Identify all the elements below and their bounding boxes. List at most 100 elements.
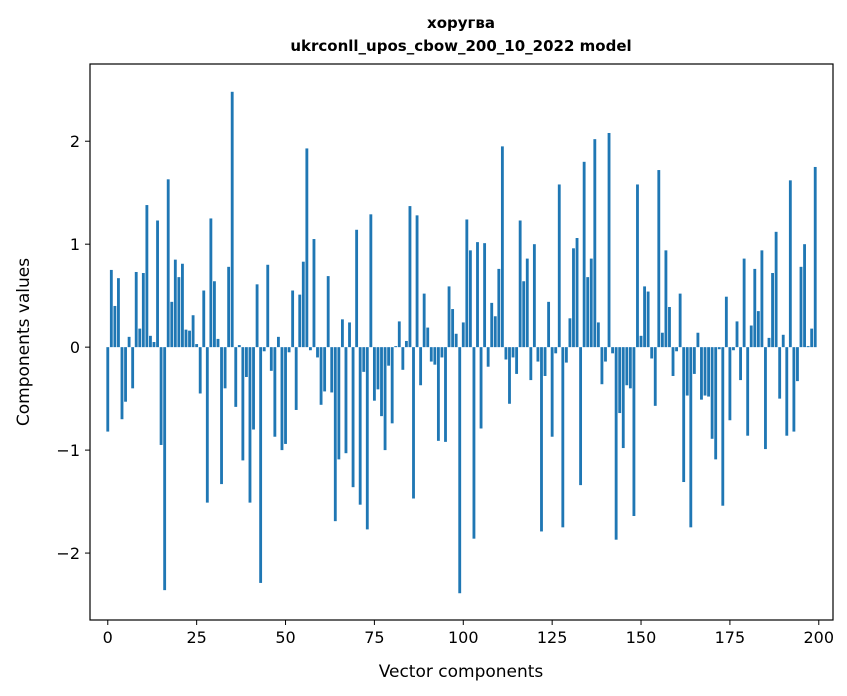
bar-186 [767, 337, 771, 348]
bar-116 [518, 220, 522, 348]
bar-124 [547, 301, 551, 348]
bar-125 [550, 347, 554, 437]
bar-142 [611, 347, 615, 354]
bar-24 [191, 315, 195, 348]
bar-38 [241, 347, 245, 461]
bar-13 [152, 342, 156, 348]
bar-157 [664, 250, 668, 348]
bar-48 [276, 336, 280, 348]
y-tick-label: −2 [56, 544, 80, 563]
bar-146 [625, 347, 629, 386]
bar-51 [287, 347, 291, 353]
bar-15 [159, 347, 163, 445]
x-axis-label: Vector components [379, 662, 544, 682]
bar-94 [440, 347, 444, 358]
bar-88 [419, 347, 423, 386]
bar-23 [188, 330, 191, 348]
bar-153 [650, 347, 654, 359]
bar-137 [593, 139, 597, 348]
bar-117 [522, 281, 526, 348]
bar-71 [358, 347, 362, 505]
bar-28 [205, 347, 209, 503]
bar-64 [333, 347, 337, 522]
bar-176 [732, 347, 735, 351]
y-tick-label: 0 [70, 338, 80, 357]
bar-179 [742, 258, 746, 348]
bar-65 [337, 347, 341, 460]
bar-21 [181, 263, 184, 348]
bar-3 [117, 278, 120, 348]
x-tick-label: 200 [804, 628, 835, 647]
bar-59 [316, 347, 319, 358]
bar-83 [401, 347, 405, 370]
bar-194 [796, 347, 799, 382]
bar-143 [614, 347, 618, 540]
bar-45 [266, 264, 270, 348]
bar-144 [618, 347, 622, 414]
bar-66 [340, 319, 344, 348]
bar-181 [749, 325, 753, 348]
bar-106 [483, 243, 487, 348]
bar-93 [436, 347, 440, 441]
bar-26 [198, 347, 202, 394]
bar-113 [508, 347, 511, 404]
bar-198 [810, 328, 814, 348]
bar-10 [141, 273, 145, 348]
bar-4 [120, 347, 124, 420]
y-tick-label: 2 [70, 132, 80, 151]
bar-54 [298, 294, 302, 348]
bar-188 [774, 231, 778, 348]
bar-131 [572, 248, 575, 348]
bar-195 [799, 266, 803, 348]
bar-177 [735, 321, 739, 348]
bar-133 [579, 347, 583, 486]
bar-119 [529, 347, 533, 381]
bar-190 [781, 334, 785, 348]
bar-90 [426, 327, 430, 348]
bar-199 [813, 166, 817, 348]
bar-49 [280, 347, 284, 451]
bar-107 [486, 347, 490, 367]
bar-39 [244, 347, 248, 378]
bar-132 [575, 238, 579, 348]
bar-50 [284, 347, 287, 444]
bar-30 [213, 281, 216, 348]
bar-37 [237, 345, 241, 348]
bar-76 [376, 347, 380, 390]
bar-33 [223, 347, 227, 389]
bar-171 [714, 347, 718, 460]
bar-20 [177, 277, 181, 348]
bar-52 [291, 290, 295, 348]
bar-163 [685, 347, 689, 396]
bar-147 [628, 347, 632, 389]
x-tick-label: 0 [103, 628, 113, 647]
bar-27 [202, 290, 206, 348]
bar-5 [124, 347, 127, 402]
chart-title: хоругва ukrconll_upos_cbow_200_10_2022 m… [290, 14, 631, 55]
bar-162 [682, 347, 686, 483]
bar-129 [564, 347, 568, 363]
bars-group [106, 91, 817, 594]
bar-103 [472, 347, 476, 539]
bar-57 [308, 347, 312, 351]
bar-6 [127, 336, 131, 348]
bar-115 [515, 347, 519, 374]
bar-32 [220, 347, 223, 485]
bar-31 [216, 338, 220, 348]
bar-159 [671, 347, 675, 376]
y-tick-label: 1 [70, 235, 80, 254]
bar-19 [173, 259, 177, 348]
bar-110 [497, 268, 501, 348]
bar-196 [803, 244, 806, 348]
bar-55 [301, 261, 305, 348]
bar-98 [454, 333, 458, 348]
bar-96 [447, 286, 451, 348]
bar-121 [536, 347, 540, 362]
bar-67 [344, 347, 348, 454]
bar-183 [756, 311, 760, 348]
bar-0 [106, 347, 110, 432]
bar-86 [412, 347, 415, 499]
bar-122 [540, 347, 543, 532]
bar-139 [600, 347, 604, 385]
